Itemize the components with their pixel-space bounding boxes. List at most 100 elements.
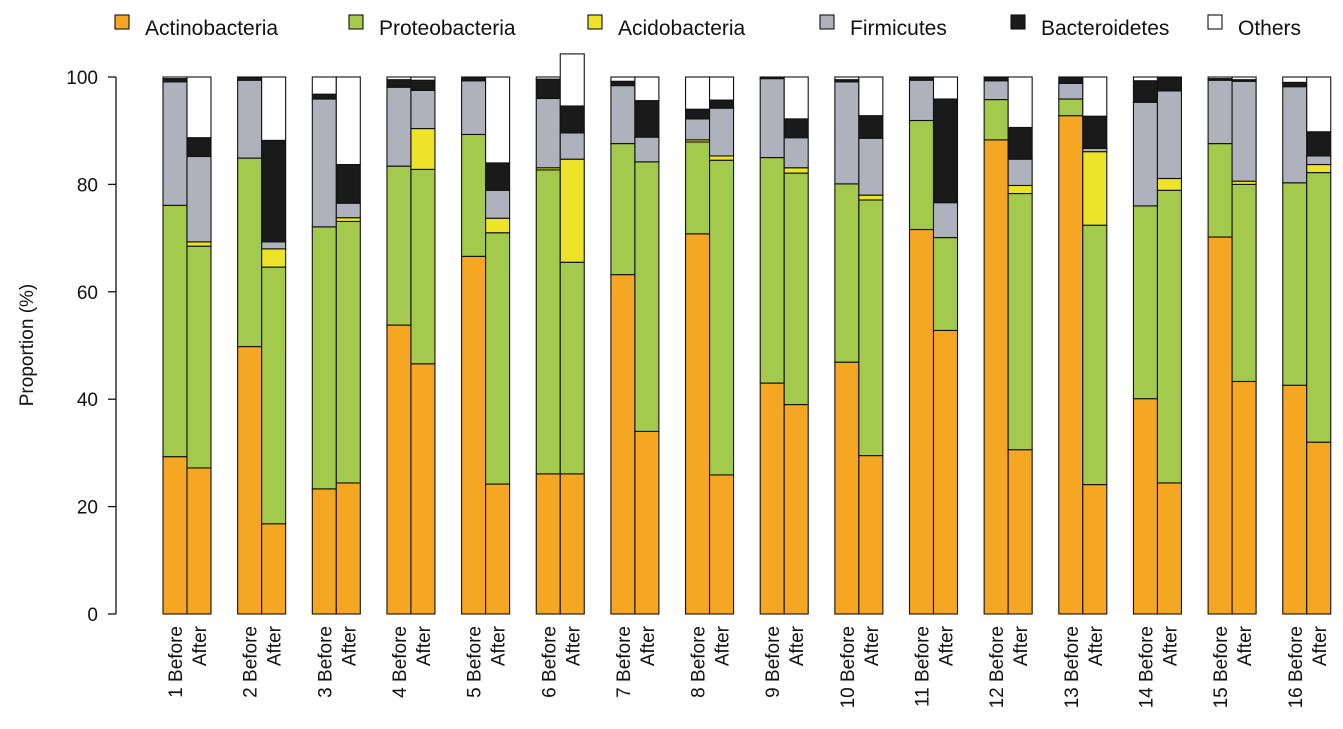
- bar-segment-firmicutes: [386, 86, 412, 167]
- bar-segment-proteobacteria: [335, 220, 361, 484]
- bar-segment-others: [186, 76, 212, 139]
- bar-segment-bacteroidetes: [783, 118, 809, 139]
- bar-segment-proteobacteria: [162, 204, 188, 458]
- y-tick-label: 0: [87, 605, 98, 626]
- x-tick-label: 9 Before: [763, 626, 784, 698]
- bar-segment-firmicutes: [535, 97, 561, 169]
- bar-segment-proteobacteria: [783, 172, 809, 406]
- x-tick-label: 8 Before: [689, 626, 710, 698]
- bar-segment-proteobacteria: [485, 232, 511, 485]
- bar-segment-firmicutes: [1207, 79, 1233, 145]
- bar-segment-bacteroidetes: [1132, 80, 1158, 103]
- bar-segment-actinobacteria: [834, 361, 860, 615]
- bar-segment-actinobacteria: [908, 228, 935, 615]
- bar-segment-acidobacteria: [335, 217, 361, 223]
- bar-segment-actinobacteria: [461, 255, 487, 615]
- bar-segment-firmicutes: [186, 155, 212, 243]
- bar-segment-others: [634, 76, 660, 102]
- x-tick-label: After: [638, 625, 659, 666]
- bar-segment-others: [834, 76, 860, 81]
- x-tick-label: After: [862, 625, 883, 666]
- legend-label-actinobacteria: Actinobacteria: [145, 17, 278, 40]
- bar-segment-bacteroidetes: [858, 115, 884, 139]
- bar-segment-bacteroidetes: [485, 162, 511, 191]
- bar-segment-bacteroidetes: [1156, 76, 1182, 92]
- bar-segment-firmicutes: [634, 136, 660, 163]
- bar-segment-bacteroidetes: [186, 137, 212, 158]
- bar-segment-bacteroidetes: [386, 79, 412, 88]
- bar-segment-actinobacteria: [237, 346, 263, 615]
- bar-segment-bacteroidetes: [1058, 76, 1084, 84]
- bar-segment-acidobacteria: [1007, 184, 1033, 195]
- bar-segment-actinobacteria: [684, 233, 711, 615]
- y-axis-label: Proportion (%): [17, 284, 38, 407]
- x-tick-label: After: [1086, 625, 1107, 666]
- bar-segment-others: [261, 76, 287, 141]
- legend-swatch-firmicutes: [819, 14, 835, 30]
- bar-segment-bacteroidetes: [1082, 115, 1108, 149]
- bar-segment-firmicutes: [261, 241, 287, 250]
- legend: Actinobacteria Proteobacteria Acidobacteri…: [114, 14, 1301, 40]
- bar-segment-bacteroidetes: [461, 76, 487, 82]
- x-tick-label: 3 Before: [315, 626, 336, 698]
- legend-swatch-actinobacteria: [114, 14, 130, 30]
- bar-segment-actinobacteria: [535, 473, 561, 615]
- bar-segment-firmicutes: [684, 118, 711, 141]
- bar-segment-proteobacteria: [684, 141, 711, 235]
- bar-segment-others: [1132, 76, 1158, 82]
- bar-segment-acidobacteria: [1156, 177, 1182, 191]
- bar-segment-proteobacteria: [1007, 192, 1033, 451]
- bar-segment-acidobacteria: [783, 167, 809, 174]
- bar-segment-firmicutes: [1231, 80, 1257, 182]
- x-tick-label: After: [787, 625, 808, 666]
- x-tick-label: 14 Before: [1136, 626, 1157, 708]
- bar-segment-others: [932, 76, 959, 100]
- bar-segment-firmicutes: [335, 202, 361, 219]
- bar-segment-firmicutes: [932, 202, 959, 239]
- x-tick-label: After: [713, 625, 734, 666]
- bar-segment-actinobacteria: [708, 474, 735, 615]
- x-tick-label: After: [1011, 625, 1032, 666]
- bar-segment-others: [610, 76, 636, 82]
- bar-segment-others: [1007, 76, 1033, 129]
- bar-segment-firmicutes: [1306, 155, 1332, 166]
- bar-segment-others: [983, 76, 1009, 79]
- bar-segment-bacteroidetes: [908, 76, 935, 81]
- bar-segment-actinobacteria: [1156, 482, 1182, 615]
- bar-segment-actinobacteria: [983, 139, 1009, 615]
- bar-segment-others: [684, 76, 711, 110]
- y-axis: 0 20 40 60 80 100: [66, 68, 117, 626]
- bar-segment-firmicutes: [759, 78, 785, 159]
- bar-segment-proteobacteria: [559, 261, 585, 475]
- bar-segment-proteobacteria: [461, 133, 487, 257]
- legend-label-others: Others: [1238, 17, 1301, 40]
- bar-segment-actinobacteria: [261, 523, 287, 615]
- y-tick-label: 100: [66, 68, 98, 89]
- bar-segment-actinobacteria: [1282, 384, 1308, 615]
- x-tick-label: 5 Before: [465, 626, 486, 698]
- x-tick-label: After: [1310, 625, 1331, 666]
- x-tick-label: 12 Before: [987, 626, 1008, 708]
- bar-segment-others: [162, 76, 188, 80]
- bar-segment-acidobacteria: [186, 241, 212, 247]
- bar-segment-acidobacteria: [708, 155, 735, 161]
- bar-segment-actinobacteria: [858, 455, 884, 615]
- x-tick-label: After: [937, 625, 958, 666]
- bar-segment-others: [335, 76, 361, 166]
- bar-segment-proteobacteria: [983, 99, 1009, 141]
- bar-segment-firmicutes: [559, 132, 585, 160]
- bar-segment-actinobacteria: [410, 363, 436, 615]
- bar-segment-proteobacteria: [932, 237, 959, 332]
- bar-segment-actinobacteria: [162, 456, 188, 615]
- bar-segment-proteobacteria: [1132, 205, 1158, 400]
- bar-segment-actinobacteria: [186, 467, 212, 615]
- legend-label-proteobacteria: Proteobacteria: [379, 17, 516, 40]
- x-tick-label: After: [190, 625, 211, 666]
- legend-swatch-proteobacteria: [348, 14, 364, 30]
- bar-segment-bacteroidetes: [1282, 81, 1308, 88]
- bar-segment-proteobacteria: [535, 169, 561, 475]
- bar-segment-actinobacteria: [1306, 441, 1332, 615]
- x-tick-label: 10 Before: [838, 626, 859, 708]
- bar-segment-others: [311, 76, 337, 95]
- bar-segment-others: [1082, 76, 1108, 117]
